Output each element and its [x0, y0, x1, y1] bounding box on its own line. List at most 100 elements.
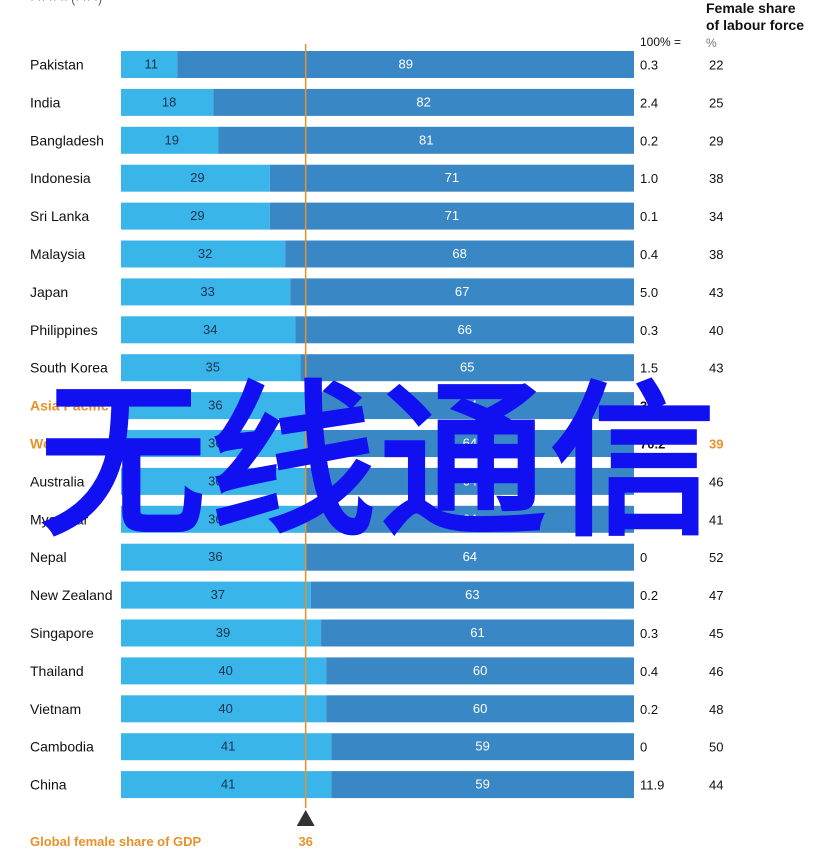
male-bar [331, 771, 634, 799]
female-bar [121, 126, 219, 154]
male-value-label: 64 [463, 549, 477, 564]
labour-share-label: 22 [709, 58, 723, 73]
country-label: China [30, 777, 67, 793]
male-bar [326, 657, 634, 685]
female-bar [121, 771, 332, 799]
male-bar [300, 354, 634, 382]
female-value-label: 36 [208, 549, 222, 564]
country-label: Pakistan [30, 57, 84, 73]
gdp-value-label: 5.0 [640, 285, 658, 300]
male-bar [213, 88, 634, 116]
female-bar [121, 202, 270, 230]
clipped-header-text: · ·· ·· ·· (· ·· ·) [30, 0, 102, 6]
gdp-value-label: 0.2 [640, 133, 658, 148]
female-value-label: 41 [221, 777, 235, 792]
male-value-label: 66 [457, 322, 471, 337]
country-label: Singapore [30, 625, 94, 641]
female-value-label: 36 [208, 473, 222, 488]
male-value-label: 68 [452, 246, 466, 261]
female-bar [121, 392, 306, 420]
male-bar [331, 733, 634, 761]
country-label: Malaysia [30, 246, 85, 262]
male-bar [269, 164, 634, 192]
labour-share-label: 52 [709, 550, 723, 565]
female-bar [121, 316, 296, 344]
male-bar [177, 51, 634, 78]
male-value-label: 82 [416, 94, 430, 109]
country-label: World [30, 436, 69, 452]
country-label: Thailand [30, 663, 84, 679]
male-bar [305, 467, 634, 495]
male-value-label: 64 [463, 398, 477, 413]
reference-line-label: Global female share of GDP [30, 834, 202, 849]
gdp-value-label: 1.5 [640, 474, 658, 489]
labour-share-label: 34 [709, 209, 723, 224]
country-label: Cambodia [30, 739, 94, 755]
male-value-label: 81 [419, 132, 433, 147]
country-label: Myanmar [30, 511, 89, 527]
labour-share-label: 43 [709, 361, 723, 376]
country-label: South Korea [30, 360, 108, 376]
male-value-label: 60 [473, 663, 487, 678]
female-bar [121, 619, 322, 647]
gdp-value-label: 0.4 [640, 664, 658, 679]
male-bar [285, 240, 634, 268]
male-value-label: 64 [463, 436, 477, 451]
female-value-label: 11 [144, 57, 158, 72]
female-value-label: 39 [216, 625, 230, 640]
female-value-label: 36 [208, 398, 222, 413]
male-value-label: 65 [460, 360, 474, 375]
female-value-label: 35 [206, 360, 220, 375]
gdp-value-label: 0.3 [640, 323, 658, 338]
female-value-label: 40 [218, 701, 232, 716]
female-bar [121, 467, 306, 495]
male-value-label: 60 [473, 701, 487, 716]
labour-share-label: 46 [709, 474, 723, 489]
male-value-label: 63 [465, 587, 479, 602]
male-value-label: 59 [475, 777, 489, 792]
female-bar [121, 164, 270, 192]
female-value-label: 32 [198, 246, 212, 261]
female-value-label: 36 [208, 511, 222, 526]
female-bar [121, 51, 178, 78]
male-bar [305, 505, 634, 533]
gdp-value-label: 0.1 [640, 512, 658, 527]
male-value-label: 59 [475, 739, 489, 754]
male-bar [310, 581, 634, 609]
labour-force-column-title: Female share of labour force [706, 0, 805, 33]
country-label: Vietnam [30, 701, 81, 717]
country-label: Indonesia [30, 170, 91, 186]
female-bar [121, 695, 327, 723]
male-bar [269, 202, 634, 230]
labour-share-label: 44 [709, 778, 723, 793]
country-label: Asia Pacific [30, 398, 109, 414]
gdp-value-label: 0 [640, 550, 647, 565]
labour-share-label: 46 [709, 664, 723, 679]
gdp-value-label: 0.3 [640, 626, 658, 641]
country-label: Australia [30, 473, 85, 489]
male-value-label: 64 [463, 511, 477, 526]
male-bar [305, 430, 634, 457]
labour-share-label: 39 [709, 437, 723, 452]
scale-label: 100% = [640, 35, 682, 49]
female-bar [121, 354, 301, 382]
gdp-value-label: 0.3 [640, 58, 658, 73]
labour-share-label: 48 [709, 702, 723, 717]
male-value-label: 61 [470, 625, 484, 640]
female-bar [121, 581, 311, 609]
female-bar [121, 733, 332, 761]
gdp-value-label: 1.0 [640, 171, 658, 186]
country-label: Bangladesh [30, 132, 104, 148]
female-value-label: 41 [221, 739, 235, 754]
male-bar [295, 316, 634, 344]
reference-line-value: 36 [298, 834, 312, 849]
country-label: Japan [30, 284, 68, 300]
female-value-label: 37 [211, 587, 225, 602]
male-value-label: 64 [463, 473, 477, 488]
labour-share-label: 47 [709, 588, 723, 603]
labour-share-label: 45 [709, 626, 723, 641]
female-value-label: 33 [200, 284, 214, 299]
labour-share-label: 38 [709, 171, 723, 186]
female-bar [121, 543, 306, 571]
